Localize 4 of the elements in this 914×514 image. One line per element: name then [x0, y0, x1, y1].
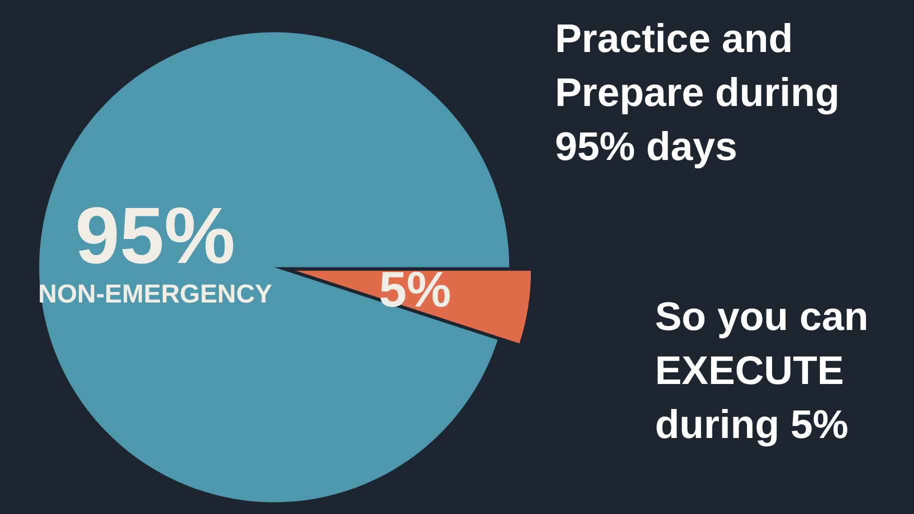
data-label: 5% — [378, 262, 452, 318]
data-label: 95% — [75, 190, 236, 280]
text: So you can EXECUTE during 5% — [655, 295, 880, 447]
text: Practice and Prepare during 95% days — [555, 17, 851, 169]
